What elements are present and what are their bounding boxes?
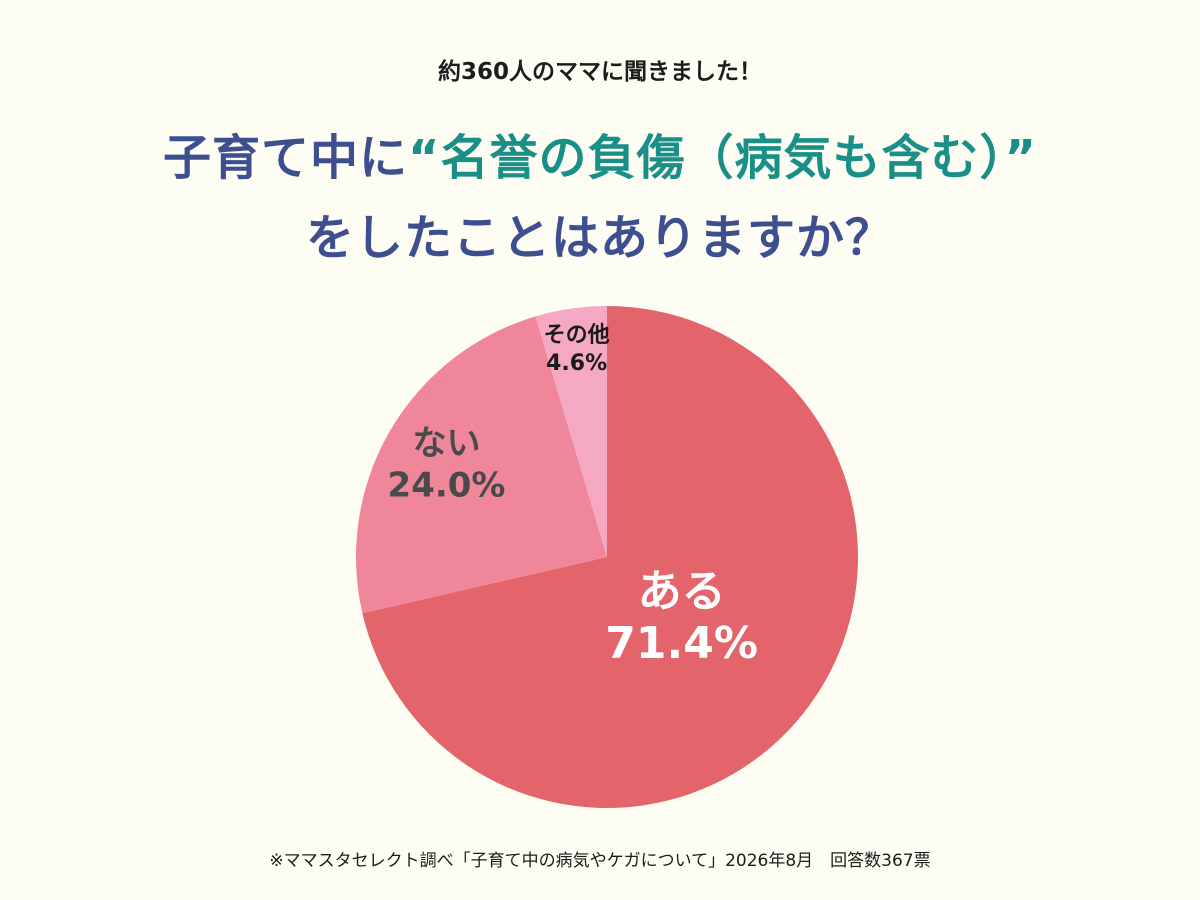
slice-category-label: その他 [544,323,610,348]
pie-slice-0 [362,306,859,808]
slice-value-label: 24.0% [388,465,506,505]
title-part-1: 子育て中に [162,130,408,186]
slice-category-label: ない [413,423,481,463]
pie-slice-2 [535,306,607,557]
title-line-1: 子育て中に“名誉の負傷（病気も含む）” [0,118,1200,188]
source-footnote: ※ママスタセレクト調べ「子育て中の病気やケガについて」2026年8月 回答数36… [269,851,931,871]
slice-value-label: 4.6% [546,351,607,376]
survey-subtitle: 約360人のママに聞きました！ [437,59,762,85]
title-line-2: をしたことはありますか？ [305,210,894,266]
pie-slice-1 [356,316,607,614]
slice-value-label: 71.4% [605,618,758,669]
slice-category-label: ある [638,566,726,617]
title-highlight: “名誉の負傷（病気も含む）” [407,130,1038,186]
